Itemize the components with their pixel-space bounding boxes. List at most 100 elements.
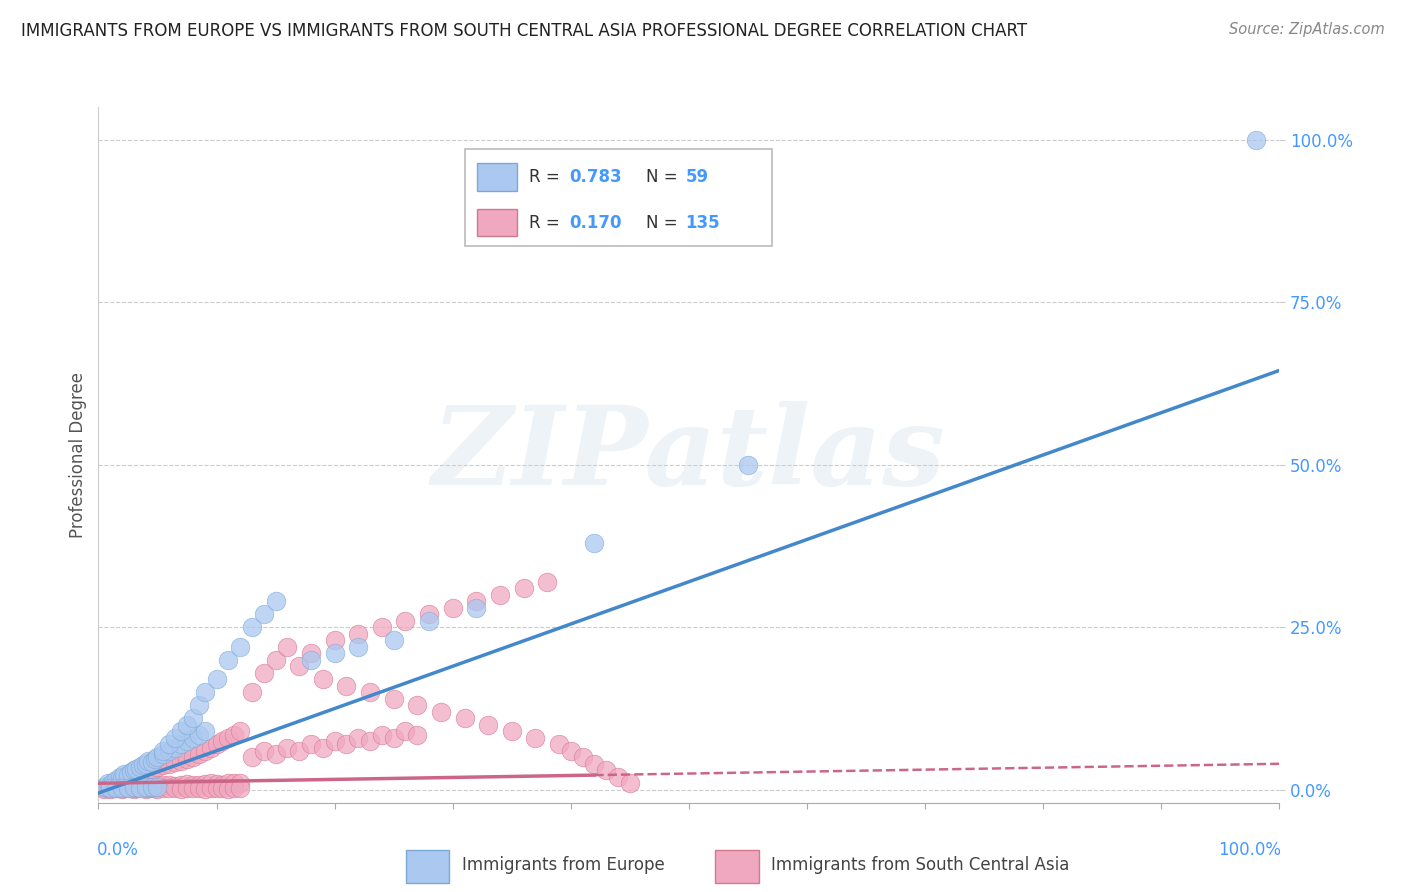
Point <box>165 779 187 793</box>
Point <box>176 718 198 732</box>
Text: 59: 59 <box>686 168 709 186</box>
Point <box>264 747 287 761</box>
Point <box>128 780 150 795</box>
Point <box>583 756 606 771</box>
Point <box>501 724 523 739</box>
Point <box>136 778 159 792</box>
Point <box>217 776 239 790</box>
Point <box>125 762 148 776</box>
Point <box>224 727 246 741</box>
Point <box>136 754 159 768</box>
Point <box>157 778 180 792</box>
Point <box>371 620 394 634</box>
Point <box>394 724 416 739</box>
Point <box>146 780 169 794</box>
Point <box>187 747 209 761</box>
Point <box>122 782 145 797</box>
Point <box>108 770 131 784</box>
Point <box>194 744 217 758</box>
Text: Immigrants from Europe: Immigrants from Europe <box>461 856 665 874</box>
Y-axis label: Professional Degree: Professional Degree <box>69 372 87 538</box>
Point <box>157 756 180 771</box>
Point <box>430 705 453 719</box>
Point <box>406 698 429 713</box>
Point <box>382 633 405 648</box>
Point <box>264 653 287 667</box>
Point <box>122 764 145 778</box>
Point <box>122 766 145 780</box>
Point <box>548 737 571 751</box>
Point <box>187 727 209 741</box>
Point <box>112 781 135 796</box>
Point <box>111 771 134 785</box>
Point <box>229 776 252 790</box>
Point <box>347 626 370 640</box>
Point <box>98 780 121 795</box>
Point <box>299 646 322 660</box>
Point <box>264 594 287 608</box>
Point <box>217 653 239 667</box>
Point <box>98 778 121 792</box>
Point <box>141 780 163 794</box>
Point <box>229 780 252 795</box>
Point <box>97 780 120 795</box>
Point <box>200 781 222 796</box>
Point <box>583 535 606 549</box>
Point <box>132 780 155 795</box>
Point <box>737 458 759 472</box>
Point <box>217 731 239 745</box>
Point <box>181 731 204 745</box>
Point <box>97 776 120 790</box>
Point <box>224 781 246 796</box>
Point <box>141 780 163 795</box>
Point <box>187 778 209 792</box>
Point <box>382 731 405 745</box>
Point <box>489 588 512 602</box>
Text: 0.0%: 0.0% <box>97 841 139 859</box>
Point <box>323 633 346 648</box>
Point <box>132 781 155 796</box>
Point <box>181 711 204 725</box>
Point <box>253 607 276 622</box>
Point <box>524 731 547 745</box>
Point <box>560 744 582 758</box>
Point <box>170 724 193 739</box>
Point <box>111 781 134 796</box>
Point <box>299 737 322 751</box>
Point <box>117 780 139 795</box>
Point <box>194 724 217 739</box>
Point <box>240 620 263 634</box>
Point <box>108 781 131 796</box>
Point <box>141 779 163 793</box>
Point <box>382 691 405 706</box>
Point <box>93 782 115 797</box>
Text: Immigrants from South Central Asia: Immigrants from South Central Asia <box>770 856 1070 874</box>
Point <box>141 756 163 770</box>
Point <box>125 781 148 796</box>
Point <box>453 711 475 725</box>
Point <box>571 750 593 764</box>
Point <box>146 778 169 792</box>
Point <box>101 781 124 796</box>
Point <box>101 775 124 789</box>
Point <box>152 744 174 758</box>
Point <box>146 750 169 764</box>
Point <box>128 760 150 774</box>
Point <box>200 740 222 755</box>
Point <box>157 744 180 758</box>
Point <box>93 780 115 794</box>
Point <box>146 782 169 797</box>
Point <box>165 740 187 755</box>
Point <box>105 772 128 787</box>
Text: N =: N = <box>645 214 678 232</box>
Point <box>181 750 204 764</box>
Text: 100.0%: 100.0% <box>1218 841 1281 859</box>
Point <box>146 760 169 774</box>
Point <box>406 727 429 741</box>
FancyBboxPatch shape <box>406 849 450 883</box>
Point <box>143 781 166 796</box>
Point <box>111 780 134 795</box>
Point <box>122 780 145 795</box>
Point <box>157 780 180 795</box>
Text: 135: 135 <box>686 214 720 232</box>
